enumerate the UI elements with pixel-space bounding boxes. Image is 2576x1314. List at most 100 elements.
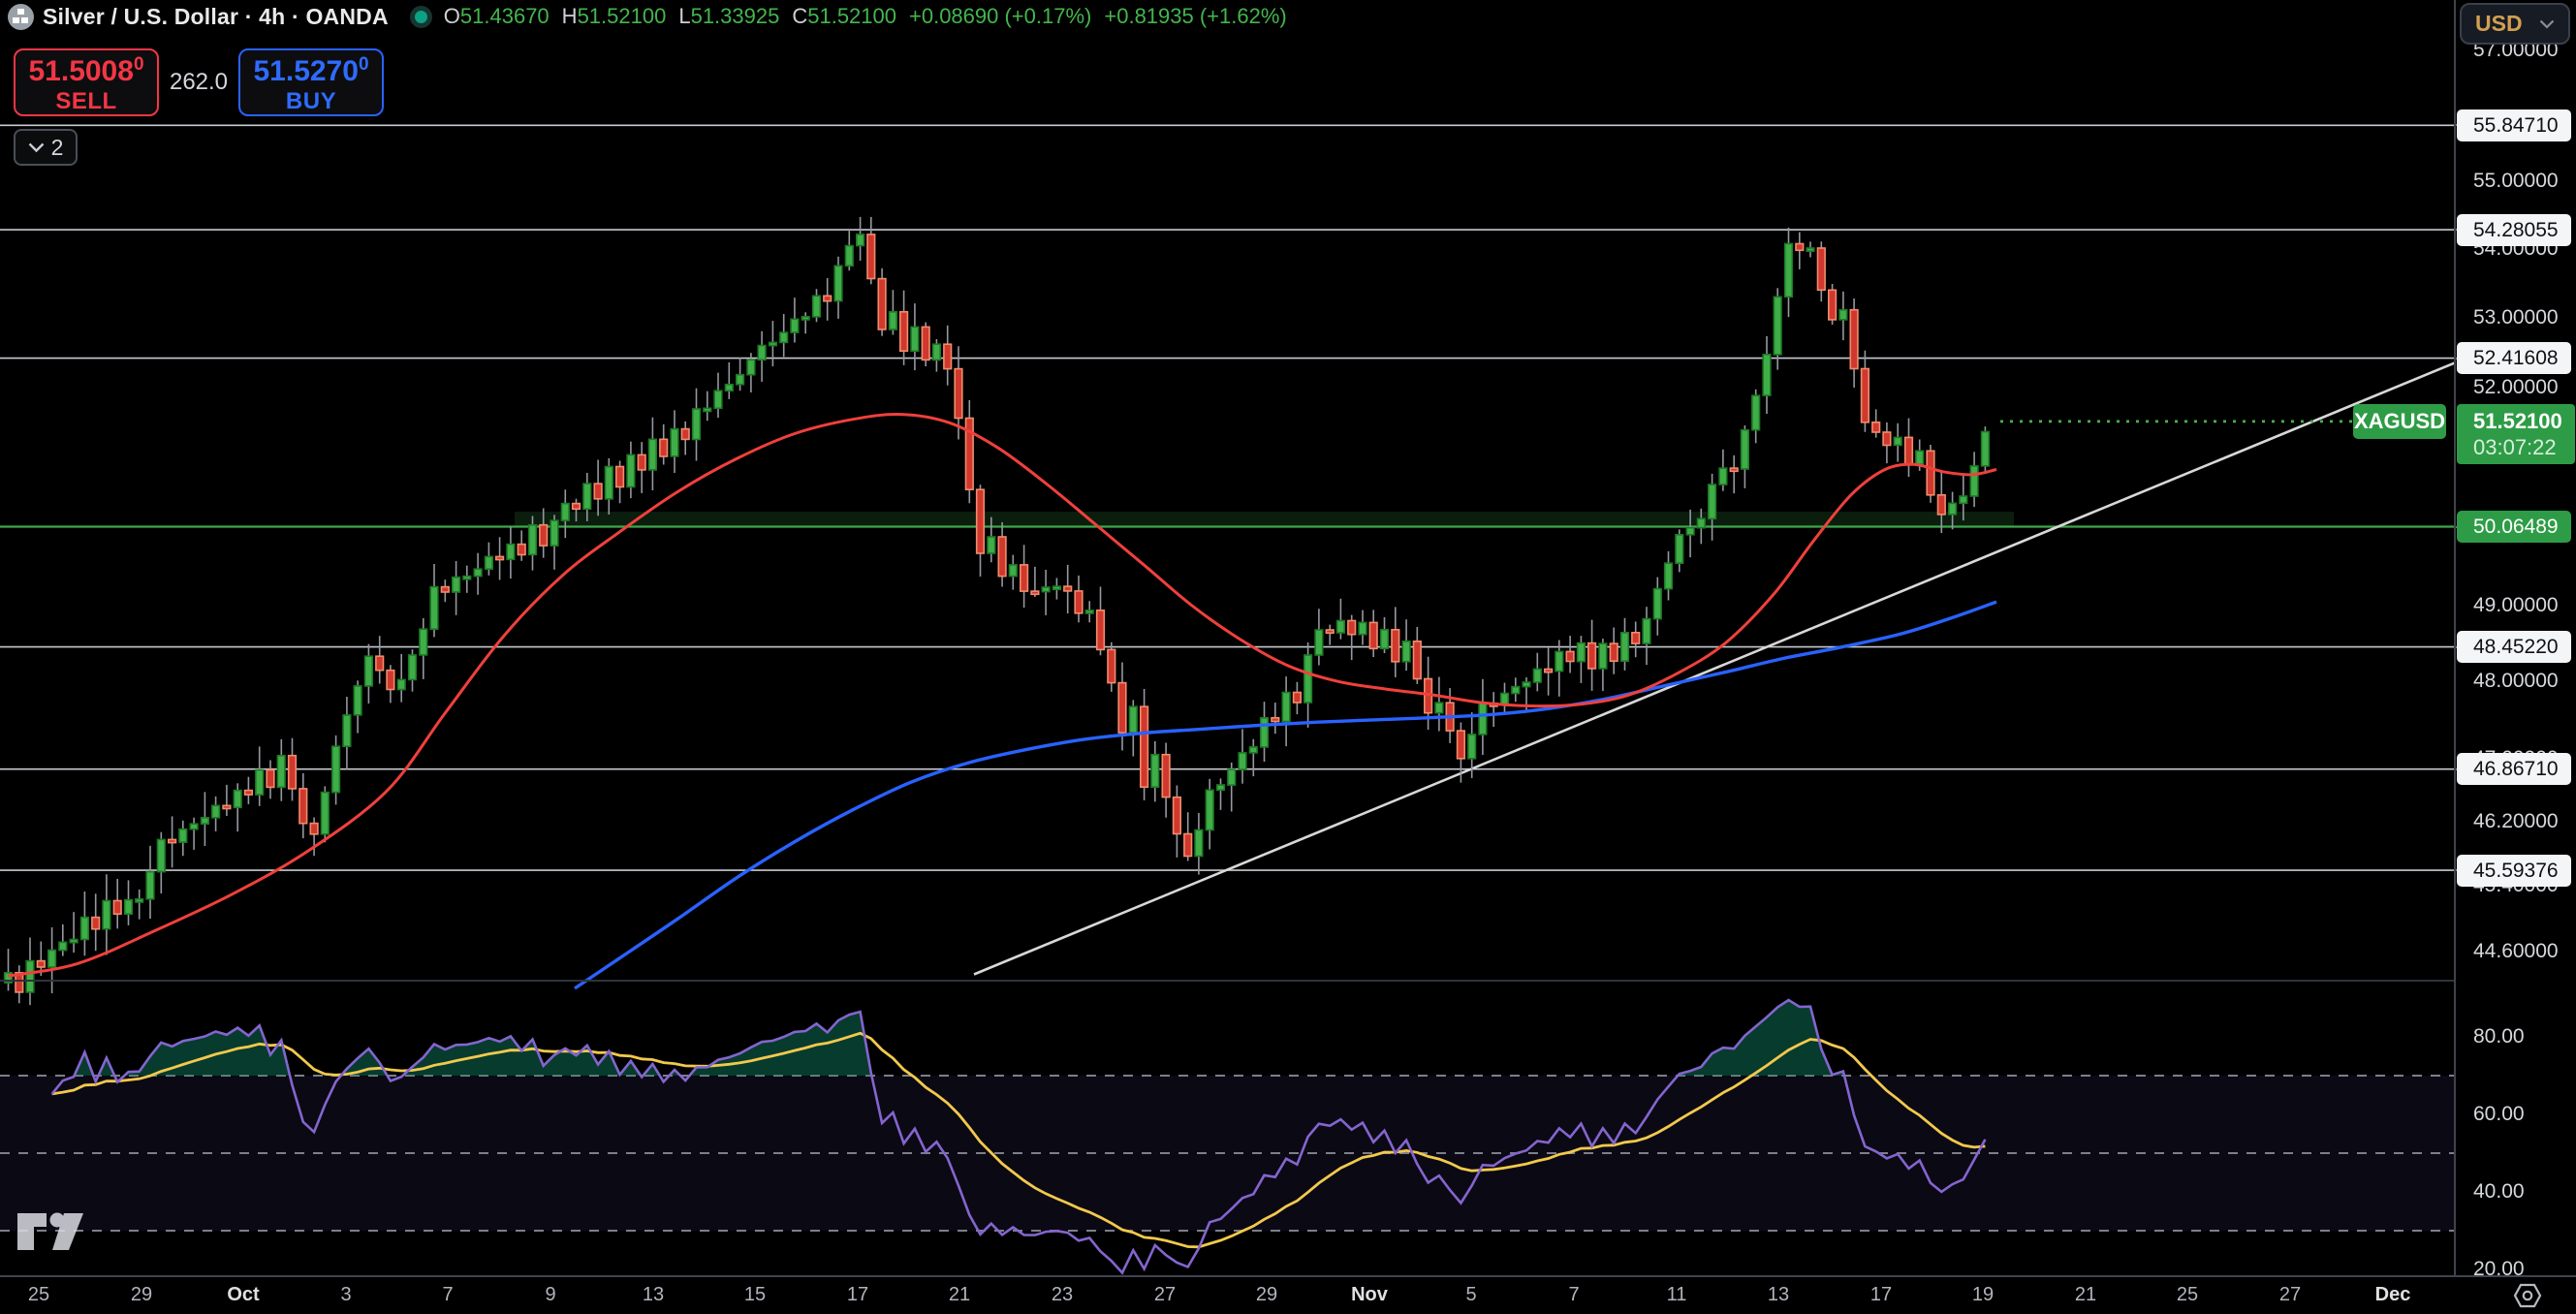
candle xyxy=(823,278,832,321)
rsi-overbought-fill xyxy=(74,1000,1844,1076)
candle xyxy=(1347,614,1357,661)
candle xyxy=(1358,610,1367,645)
timezone-settings-icon[interactable] xyxy=(2508,1281,2547,1314)
panes-count: 2 xyxy=(50,134,64,160)
price-axis-label: 46.20000 xyxy=(2473,810,2559,832)
candle xyxy=(178,820,188,857)
candle xyxy=(1783,227,1794,318)
candle xyxy=(309,817,319,857)
candle xyxy=(255,746,265,806)
candle xyxy=(517,530,526,561)
candle xyxy=(363,643,374,704)
time-axis-label: 23 xyxy=(1051,1284,1074,1305)
candle xyxy=(1806,241,1815,258)
time-axis-label: Dec xyxy=(2374,1284,2411,1305)
candle xyxy=(123,880,134,925)
price-level-badge: 52.41608 xyxy=(2457,342,2571,374)
pane-divider[interactable] xyxy=(0,980,2576,982)
time-axis-label: 25 xyxy=(27,1284,50,1305)
candle xyxy=(1773,288,1782,370)
candle xyxy=(1194,812,1204,875)
candle xyxy=(1893,422,1902,462)
candle xyxy=(112,879,122,929)
candle xyxy=(527,516,538,571)
candle xyxy=(1227,762,1237,812)
candle xyxy=(1271,703,1280,735)
candle xyxy=(1740,425,1749,488)
price-line-symbol-label[interactable]: XAGUSD xyxy=(2353,404,2446,439)
price-axis-label: 55.00000 xyxy=(2473,170,2559,192)
time-axis-label: 29 xyxy=(130,1284,153,1305)
sell-button[interactable]: 51.50080 SELL xyxy=(14,48,159,116)
price-axis-label: 53.00000 xyxy=(2473,306,2559,328)
candle xyxy=(1107,641,1116,692)
candle xyxy=(1020,545,1029,609)
candle xyxy=(1587,619,1597,691)
candle xyxy=(102,874,111,955)
price-axis-label: 52.00000 xyxy=(2473,376,2559,398)
candle xyxy=(1391,607,1400,677)
candle xyxy=(987,516,996,563)
panes-collapse-button[interactable]: 2 xyxy=(14,129,78,166)
rsi-axis-label: 80.00 xyxy=(2473,1025,2525,1048)
tradingview-logo-icon[interactable] xyxy=(16,1209,87,1259)
candle xyxy=(1335,598,1345,640)
candle xyxy=(484,542,494,576)
candle xyxy=(898,290,909,365)
symbol-title[interactable]: Silver / U.S. Dollar · 4h · OANDA xyxy=(43,3,389,29)
candle xyxy=(1401,619,1411,672)
candle xyxy=(25,937,35,1006)
price-axis-label: 48.00000 xyxy=(2473,670,2559,692)
time-axis[interactable]: 25 29 Oct 3 7 9 13 15 17 21 23 27 29 Nov 5 7 11 13 17 19 21 2… xyxy=(0,1277,2576,1314)
candle xyxy=(1652,577,1662,636)
time-axis-label: 21 xyxy=(948,1284,971,1305)
trendline xyxy=(973,361,2456,976)
candle xyxy=(1860,350,1869,432)
candle xyxy=(58,923,68,956)
candle xyxy=(1074,575,1084,623)
close-key: C xyxy=(792,4,808,28)
silver-logo-icon[interactable] xyxy=(8,3,34,30)
price-axis-label: 49.00000 xyxy=(2473,594,2559,616)
candle xyxy=(1642,607,1651,666)
candle xyxy=(1150,740,1160,802)
candle xyxy=(276,738,286,801)
candle xyxy=(266,760,275,799)
time-axis-label: 15 xyxy=(743,1284,767,1305)
time-axis-label: 13 xyxy=(1767,1284,1790,1305)
candle xyxy=(1948,491,1958,530)
buy-button[interactable]: 51.52700 BUY xyxy=(238,48,384,116)
order-panel: 51.50080 SELL 262.0 51.52700 BUY xyxy=(14,48,384,116)
candle xyxy=(1325,624,1335,645)
ma-fast-line xyxy=(7,413,1997,978)
candle xyxy=(1663,550,1674,601)
candle xyxy=(1434,676,1444,732)
candle xyxy=(713,372,723,419)
candle xyxy=(724,361,734,399)
candle xyxy=(1609,627,1618,674)
candle xyxy=(1183,812,1193,861)
current-price-value: 51.52100 xyxy=(2473,409,2562,433)
currency-dropdown[interactable]: USD xyxy=(2460,3,2570,45)
candle xyxy=(866,216,876,285)
high-key: H xyxy=(561,4,578,28)
candle xyxy=(560,489,570,539)
price-axis[interactable]: 51.52100 03:07:22 57.00000 55.00000 54.000… xyxy=(2456,0,2576,1280)
candle xyxy=(1478,678,1488,755)
candle xyxy=(1095,586,1106,656)
current-price-badge: 51.52100 03:07:22 xyxy=(2457,404,2575,464)
candle xyxy=(1215,778,1226,810)
candle xyxy=(888,290,897,335)
candle xyxy=(79,892,89,956)
candle xyxy=(1598,639,1608,692)
candle xyxy=(1041,570,1051,615)
candle xyxy=(801,312,810,334)
candle xyxy=(1708,473,1717,541)
market-status-icon[interactable] xyxy=(409,5,432,28)
close-value: 51.52100 xyxy=(807,4,896,28)
candle xyxy=(1128,700,1138,757)
candle xyxy=(1696,508,1706,545)
candle xyxy=(1205,778,1214,850)
